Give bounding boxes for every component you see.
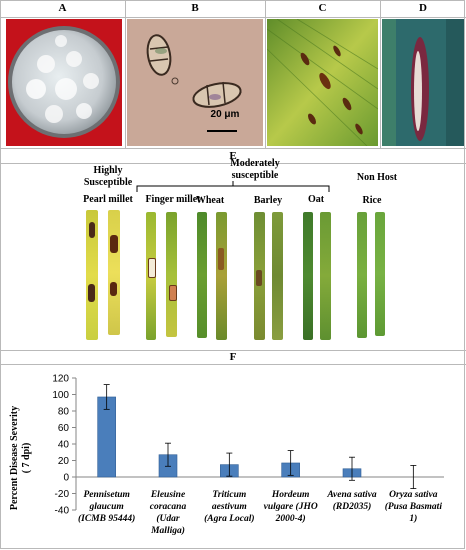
conidia-micrograph: 20 μm	[127, 19, 263, 146]
header-row-divider	[0, 17, 466, 18]
category-label: (Udar	[156, 513, 180, 524]
petri-dish-photo	[6, 19, 122, 146]
y-axis-title-line-1: Percent Disease Severity	[9, 406, 20, 510]
leaf-barley-2	[272, 212, 283, 340]
f-header-divider	[0, 364, 466, 365]
lesion	[89, 222, 95, 238]
disease-severity-chart: Percent Disease Severity ( 7 dpi) -40 -20…	[9, 374, 444, 536]
category-label: aestivum	[212, 502, 247, 512]
panel-label-a: A	[58, 2, 67, 14]
divider-bc	[265, 0, 266, 148]
leaf-lesion-closeup	[267, 19, 378, 146]
group-label-moderately-1: Moderately	[230, 158, 280, 169]
moderately-bracket	[136, 181, 330, 192]
leaf-wheat-1	[197, 212, 207, 338]
y-tick-label: 20	[58, 456, 70, 467]
leaf-rice-2	[375, 212, 385, 336]
category-label: vulgare (JHO	[264, 501, 318, 512]
category-label: Avena sativa	[326, 490, 376, 500]
group-label-nonhost: Non Host	[356, 172, 398, 183]
top-row-divider	[0, 148, 466, 149]
group-label-moderately-2: susceptible	[231, 170, 279, 181]
chart-bars	[97, 384, 417, 489]
y-tick-label: 120	[52, 374, 69, 385]
crop-label-oat: Oat	[307, 194, 325, 205]
crop-label-barley: Barley	[253, 195, 283, 206]
leaf-pearl-millet-2	[108, 210, 120, 335]
category-label: Pennisetum	[83, 490, 129, 500]
crop-label-pearl-millet: Pearl millet	[83, 194, 133, 205]
category-label: coracana	[150, 502, 187, 512]
e-header-divider	[0, 163, 466, 164]
y-tick-label: 60	[58, 423, 70, 434]
panel-label-b: B	[191, 2, 199, 14]
category-label: 2000-4)	[275, 513, 306, 524]
category-label: (Pusa Basmati	[385, 501, 443, 512]
leaf-rice-1	[357, 212, 367, 338]
panel-label-e: E	[229, 150, 237, 162]
leaf-oat-1	[303, 212, 313, 340]
crop-label-finger-millet: Finger millet	[145, 194, 201, 205]
category-label: Triticum	[212, 490, 246, 500]
crop-label-rice: Rice	[362, 195, 382, 206]
lesion	[256, 270, 262, 286]
crop-label-wheat: Wheat	[195, 195, 225, 206]
y-tick-label: 80	[58, 407, 70, 418]
lesion	[110, 235, 118, 253]
category-label: glaucum	[89, 502, 124, 512]
category-label: Oryza sativa	[389, 490, 438, 500]
single-lesion-closeup	[382, 19, 464, 146]
panel-label-f: F	[229, 351, 237, 363]
y-tick-label: 100	[52, 390, 69, 401]
lesion	[148, 258, 156, 278]
leaf-wheat-2	[216, 212, 227, 340]
scale-bar-label: 20 μm	[210, 109, 240, 120]
leaf-oat-2	[320, 212, 331, 340]
y-tick-label: -40	[55, 506, 70, 517]
category-label: Malliga)	[150, 525, 185, 536]
group-label-highly-1: Highly	[93, 165, 123, 176]
group-label-highly-2: Susceptible	[83, 177, 133, 188]
category-label: Hordeum	[271, 490, 309, 500]
lesion	[218, 248, 224, 270]
leaf-finger-millet-2	[166, 212, 177, 337]
y-tick-label: -20	[55, 489, 70, 500]
category-label: 1)	[409, 513, 417, 524]
category-label: Eleusine	[150, 490, 186, 500]
y-tick-label: 0	[63, 473, 69, 484]
panel-label-d: D	[419, 2, 427, 14]
y-tick-label: 40	[58, 440, 70, 451]
lesion	[169, 285, 177, 301]
divider-cd	[380, 0, 381, 148]
y-axis-title-line-2: ( 7 dpi)	[21, 443, 32, 474]
category-label: (RD2035)	[333, 501, 372, 512]
chart-category-labels: Pennisetum glaucum(ICMB 95444) Eleusine cor…	[78, 490, 442, 536]
divider-ab	[125, 0, 126, 148]
panel-label-c: C	[318, 2, 327, 14]
category-label: (Agra Local)	[204, 513, 254, 524]
chart-axes: -40 -20 0 20 40 60 80 100 120	[52, 374, 444, 517]
leaf-pearl-millet-1	[86, 210, 98, 340]
e-bottom-divider	[0, 350, 466, 351]
lesion	[110, 282, 117, 296]
category-label: (ICMB 95444)	[78, 513, 135, 524]
lesion	[88, 284, 95, 302]
